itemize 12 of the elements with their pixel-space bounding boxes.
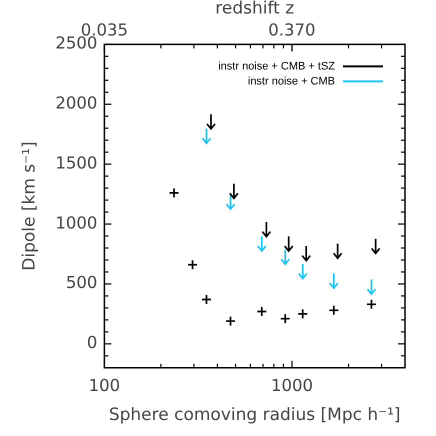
x2-axis-title: redshift z: [215, 0, 294, 18]
y-tick-label: 1000: [55, 213, 98, 232]
legend-label: instr noise + CMB: [248, 75, 335, 88]
y-tick-label: 2000: [55, 94, 98, 113]
y-tick-label: 500: [66, 273, 98, 292]
y-tick-label: 1500: [55, 153, 98, 172]
legend-label: instr noise + CMB + tSZ: [218, 60, 336, 72]
y-tick-label: 0: [86, 333, 98, 352]
x-axis-title: Sphere comoving radius [Mpc h⁻¹]: [108, 405, 401, 426]
y-axis-title: Dipole [km s⁻¹]: [20, 141, 40, 271]
x-tick-label: 100: [88, 376, 120, 395]
x2-tick-label: 0.370: [268, 20, 316, 40]
